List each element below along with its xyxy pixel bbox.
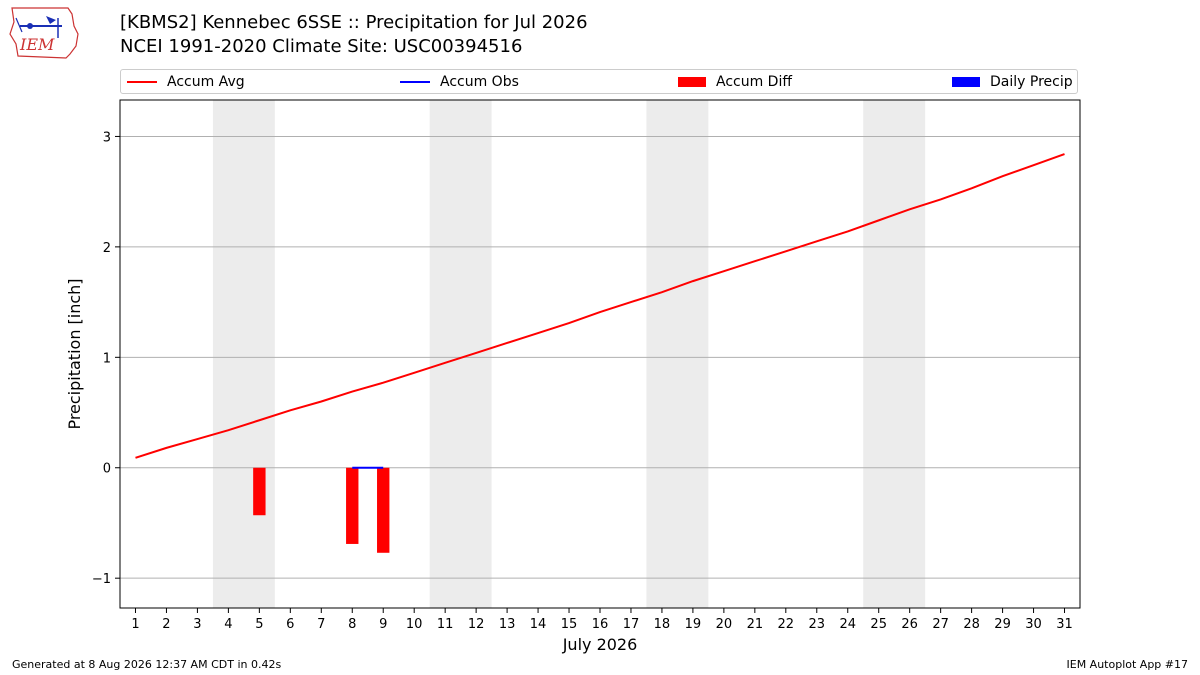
chart-title: [KBMS2] Kennebec 6SSE :: Precipitation f… — [120, 12, 588, 33]
x-tick-label: 7 — [317, 617, 325, 632]
legend-item-daily-precip: Daily Precip — [952, 73, 1073, 91]
x-tick-label: 15 — [561, 617, 578, 632]
y-tick-label: 1 — [103, 351, 111, 366]
legend-label: Accum Obs — [440, 74, 519, 90]
footer-generated: Generated at 8 Aug 2026 12:37 AM CDT in … — [12, 658, 282, 671]
x-tick-label: 17 — [623, 617, 640, 632]
x-tick-label: 30 — [1025, 617, 1042, 632]
legend-swatch — [952, 77, 980, 87]
legend-swatch — [678, 77, 706, 87]
bar-accum-diff — [346, 467, 359, 544]
chart-legend: Accum Avg Accum Obs Accum Diff Daily Pre… — [120, 69, 1078, 94]
y-axis-label: Precipitation [inch] — [65, 278, 84, 429]
x-tick-label: 24 — [839, 617, 856, 632]
x-tick-label: 13 — [499, 617, 516, 632]
y-tick-label: 3 — [103, 130, 111, 145]
line-accum-avg — [135, 153, 1065, 459]
x-tick-label: 3 — [193, 617, 201, 632]
x-tick-label: 12 — [468, 617, 485, 632]
logo-text: IEM — [19, 35, 55, 54]
bar-accum-diff — [253, 467, 266, 516]
legend-item-accum-diff: Accum Diff — [678, 73, 792, 91]
legend-item-accum-avg: Accum Avg — [127, 73, 245, 91]
x-tick-label: 31 — [1056, 617, 1073, 632]
legend-label: Daily Precip — [990, 74, 1073, 90]
legend-label: Accum Avg — [167, 74, 245, 90]
x-tick-label: 4 — [224, 617, 232, 632]
weekend-shading — [646, 100, 709, 608]
x-tick-label: 9 — [379, 617, 387, 632]
x-axis-label: July 2026 — [562, 635, 638, 654]
x-tick-label: 21 — [747, 617, 764, 632]
x-tick-label: 1 — [131, 617, 139, 632]
bar-accum-diff — [377, 467, 390, 553]
x-tick-label: 19 — [685, 617, 702, 632]
legend-label: Accum Diff — [716, 74, 793, 90]
chart-subtitle: NCEI 1991-2020 Climate Site: USC00394516 — [120, 36, 523, 57]
footer-app-id: IEM Autoplot App #17 — [1066, 658, 1189, 671]
x-tick-label: 8 — [348, 617, 356, 632]
x-tick-label: 29 — [994, 617, 1011, 632]
x-tick-label: 23 — [809, 617, 826, 632]
y-tick-label: 0 — [103, 462, 111, 477]
x-tick-label: 25 — [870, 617, 887, 632]
x-tick-label: 14 — [530, 617, 547, 632]
x-tick-label: 20 — [716, 617, 733, 632]
x-tick-label: 27 — [932, 617, 949, 632]
x-tick-label: 5 — [255, 617, 263, 632]
legend-swatch — [127, 81, 157, 83]
y-tick-label: −1 — [92, 572, 111, 587]
legend-swatch — [400, 81, 430, 83]
y-tick-label: 2 — [103, 241, 111, 256]
x-tick-label: 22 — [778, 617, 795, 632]
legend-item-accum-obs: Accum Obs — [400, 73, 519, 91]
x-tick-label: 26 — [901, 617, 918, 632]
x-tick-label: 28 — [963, 617, 980, 632]
x-tick-label: 18 — [654, 617, 671, 632]
weekend-shading — [863, 100, 926, 608]
weekend-shading — [429, 100, 492, 608]
x-tick-label: 10 — [406, 617, 423, 632]
iem-logo-icon: IEM — [9, 7, 79, 59]
x-tick-label: 2 — [162, 617, 170, 632]
weekend-shading — [212, 100, 275, 608]
x-tick-label: 16 — [592, 617, 609, 632]
x-tick-label: 6 — [286, 617, 294, 632]
x-tick-label: 11 — [437, 617, 454, 632]
